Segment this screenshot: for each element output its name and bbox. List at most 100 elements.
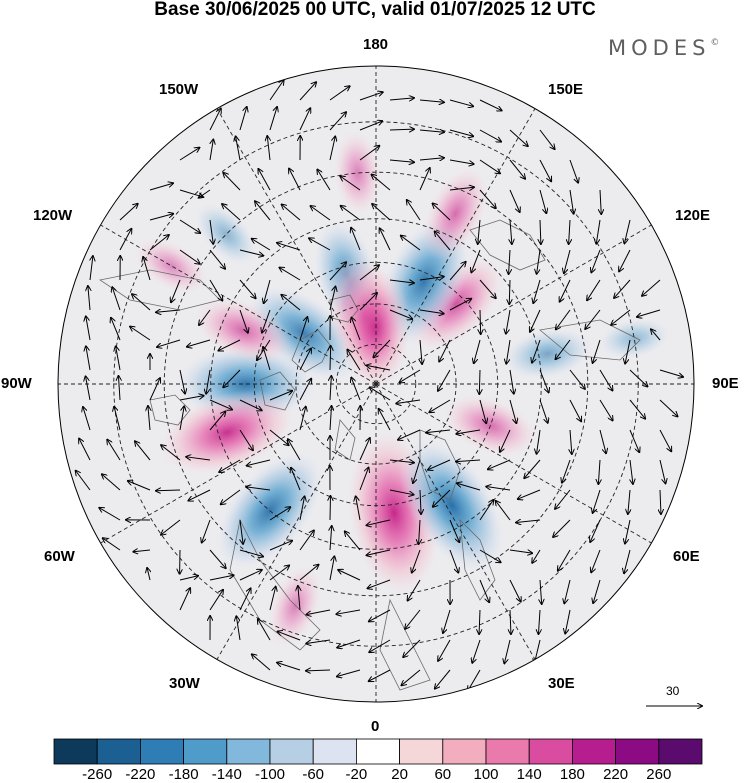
wind-vector bbox=[179, 588, 190, 611]
wind-vector bbox=[133, 550, 151, 552]
wind-vector bbox=[246, 487, 271, 490]
wind-vector bbox=[359, 265, 379, 281]
wind-vector bbox=[449, 187, 474, 190]
wind-vector bbox=[143, 257, 151, 281]
wind-vector bbox=[509, 550, 532, 553]
wind-vector bbox=[239, 309, 248, 333]
wind-vector bbox=[479, 159, 500, 173]
colorbar-tick-label: -260 bbox=[82, 766, 113, 783]
wind-vector bbox=[218, 339, 241, 351]
negative-anomaly bbox=[246, 285, 361, 381]
wind-vector bbox=[279, 268, 301, 281]
wind-vector bbox=[587, 279, 601, 300]
negative-anomaly bbox=[399, 439, 505, 572]
wind-vector bbox=[506, 339, 511, 364]
wind-vector bbox=[309, 238, 331, 251]
wind-vector bbox=[149, 378, 160, 401]
positive-anomaly bbox=[341, 265, 411, 392]
wind-vector bbox=[380, 228, 391, 251]
wind-vector bbox=[79, 439, 91, 461]
wind-vector bbox=[239, 570, 262, 581]
wind-vector bbox=[569, 399, 581, 421]
wind-vector bbox=[530, 309, 541, 332]
map-boundary bbox=[57, 65, 695, 703]
wind-vector bbox=[537, 249, 541, 274]
wind-vector bbox=[660, 489, 661, 514]
wind-vector bbox=[359, 146, 379, 161]
wind-vector bbox=[407, 200, 421, 221]
wind-vector bbox=[209, 549, 226, 568]
wind-vector bbox=[351, 378, 361, 401]
wind-vectors bbox=[76, 80, 683, 690]
wind-vector bbox=[438, 639, 451, 661]
wind-vector bbox=[317, 170, 331, 191]
wind-vector bbox=[593, 339, 601, 363]
wind-vector bbox=[311, 206, 331, 221]
wind-vector bbox=[585, 309, 601, 329]
wind-vector bbox=[102, 474, 121, 491]
wind-vector bbox=[456, 429, 481, 434]
wind-vector bbox=[88, 286, 90, 311]
wind-vector bbox=[510, 219, 512, 244]
wind-vector bbox=[148, 406, 150, 431]
brand-name: MODES bbox=[608, 36, 711, 60]
wind-vector bbox=[569, 189, 574, 214]
wind-vector bbox=[351, 228, 361, 251]
wind-vector bbox=[420, 489, 421, 514]
wind-vector bbox=[239, 588, 251, 611]
wind-vector bbox=[509, 249, 510, 274]
brand-mark: © bbox=[710, 38, 720, 48]
wind-vector bbox=[611, 309, 631, 325]
colorbar-bin bbox=[442, 738, 487, 765]
wind-vector bbox=[209, 219, 213, 244]
wind-vector bbox=[419, 168, 430, 191]
wind-vector bbox=[306, 609, 331, 615]
wind-vector bbox=[518, 489, 541, 499]
wind-vector bbox=[262, 309, 271, 333]
wind-vector bbox=[659, 399, 678, 416]
wind-vector bbox=[537, 429, 541, 454]
wind-vector bbox=[372, 175, 391, 191]
negative-anomaly bbox=[194, 202, 258, 266]
colorbar-tick-label: 100 bbox=[473, 766, 499, 783]
wind-vector bbox=[569, 159, 578, 183]
wind-vector bbox=[599, 429, 606, 453]
wind-vector bbox=[419, 519, 420, 544]
wind-vector bbox=[239, 107, 247, 131]
wind-vector bbox=[298, 586, 300, 611]
wind-vector bbox=[506, 309, 511, 334]
lon-label-180: 180 bbox=[363, 36, 389, 53]
wind-vector bbox=[337, 669, 361, 677]
wind-vector bbox=[149, 214, 173, 221]
wind-vector bbox=[532, 339, 541, 363]
wind-vector bbox=[86, 316, 91, 341]
wind-vector bbox=[449, 299, 471, 311]
wind-vector bbox=[306, 670, 331, 671]
wind-vector bbox=[539, 399, 548, 423]
wind-vector bbox=[179, 406, 184, 431]
wind-vector bbox=[209, 140, 213, 161]
wind-vector bbox=[488, 459, 511, 469]
colorbar-tick-label: -60 bbox=[302, 766, 325, 783]
colorbar-tick-label: 60 bbox=[434, 766, 452, 783]
colorbar-bin bbox=[399, 738, 444, 765]
wind-vector bbox=[509, 579, 521, 601]
wind-vector bbox=[299, 565, 318, 581]
wind-vector bbox=[337, 639, 361, 648]
wind-vector bbox=[504, 639, 511, 663]
wind-vector bbox=[359, 121, 382, 131]
wind-vector bbox=[199, 189, 211, 198]
lon-label-150e: 150E bbox=[548, 81, 584, 98]
positive-anomaly bbox=[134, 237, 209, 295]
wind-vector bbox=[457, 483, 481, 491]
wind-vector bbox=[449, 519, 459, 542]
wind-vector bbox=[479, 129, 501, 142]
wind-vector bbox=[171, 279, 181, 302]
wind-vector bbox=[642, 279, 661, 296]
wind-vector bbox=[413, 459, 421, 483]
wind-vector bbox=[560, 279, 571, 302]
wind-vector bbox=[496, 501, 511, 521]
wind-vector bbox=[479, 579, 489, 602]
wind-vector bbox=[429, 399, 451, 412]
meridian-line bbox=[375, 383, 652, 544]
